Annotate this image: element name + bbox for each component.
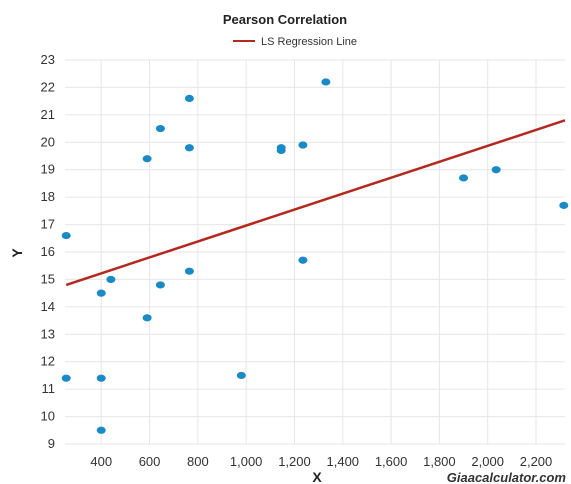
y-axis-title: Y <box>9 248 25 258</box>
y-tick-label: 22 <box>41 79 55 94</box>
x-tick-label: 2,200 <box>520 454 553 469</box>
watermark-text: Giaacalculator.com <box>447 470 567 484</box>
x-axis-ticks: 400 600 800 1,000 1,200 1,400 1,600 1,800 2,000 2… <box>90 454 552 469</box>
y-tick-label: 21 <box>41 107 55 122</box>
x-tick-label: 1,400 <box>327 454 360 469</box>
data-point[interactable] <box>142 155 152 163</box>
y-tick-label: 13 <box>41 326 55 341</box>
data-point[interactable] <box>96 374 106 382</box>
legend-label-regression: LS Regression Line <box>261 36 357 48</box>
y-axis-ticks: 9 10 11 12 13 14 15 16 17 18 19 20 21 22 23 <box>41 52 55 451</box>
data-point[interactable] <box>96 289 106 297</box>
y-tick-label: 12 <box>41 354 55 369</box>
x-tick-label: 400 <box>90 454 112 469</box>
y-tick-label: 14 <box>41 299 55 314</box>
x-tick-label: 800 <box>187 454 209 469</box>
y-tick-label: 15 <box>41 271 55 286</box>
y-tick-label: 16 <box>41 244 55 259</box>
data-point[interactable] <box>142 314 152 322</box>
data-point[interactable] <box>184 267 194 275</box>
x-tick-label: 600 <box>139 454 161 469</box>
y-tick-label: 10 <box>41 409 55 424</box>
data-point[interactable] <box>298 141 308 149</box>
data-point[interactable] <box>106 275 116 284</box>
y-tick-label: 9 <box>48 436 55 451</box>
regression-line-layer <box>65 119 566 287</box>
data-point[interactable] <box>321 78 331 86</box>
grid-lines <box>65 59 565 445</box>
legend[interactable]: LS Regression Line <box>233 36 357 48</box>
x-tick-label: 1,200 <box>278 454 311 469</box>
data-point[interactable] <box>236 371 246 380</box>
data-point[interactable] <box>559 201 569 209</box>
x-tick-label: 1,800 <box>423 454 456 469</box>
data-point[interactable] <box>155 124 165 133</box>
data-point[interactable] <box>491 166 501 174</box>
data-point[interactable] <box>61 231 71 240</box>
data-point[interactable] <box>459 174 469 182</box>
y-tick-label: 23 <box>41 52 55 67</box>
x-axis-title: X <box>312 469 322 484</box>
data-point[interactable] <box>96 426 106 434</box>
chart-title: Pearson Correlation <box>223 12 347 27</box>
data-point[interactable] <box>61 374 71 382</box>
y-tick-label: 11 <box>42 381 56 396</box>
y-tick-label: 17 <box>41 217 55 232</box>
data-point[interactable] <box>155 281 165 289</box>
data-point[interactable] <box>184 94 194 102</box>
y-tick-label: 20 <box>41 134 55 149</box>
regression-line <box>65 119 566 287</box>
data-points-layer <box>61 78 569 434</box>
x-tick-label: 2,000 <box>471 454 504 469</box>
data-point[interactable] <box>184 144 194 152</box>
y-tick-label: 19 <box>41 162 55 177</box>
y-tick-label: 18 <box>41 189 55 204</box>
x-tick-label: 1,000 <box>230 454 263 469</box>
data-point[interactable] <box>276 146 286 155</box>
x-tick-label: 1,600 <box>375 454 408 469</box>
data-point[interactable] <box>298 256 308 264</box>
